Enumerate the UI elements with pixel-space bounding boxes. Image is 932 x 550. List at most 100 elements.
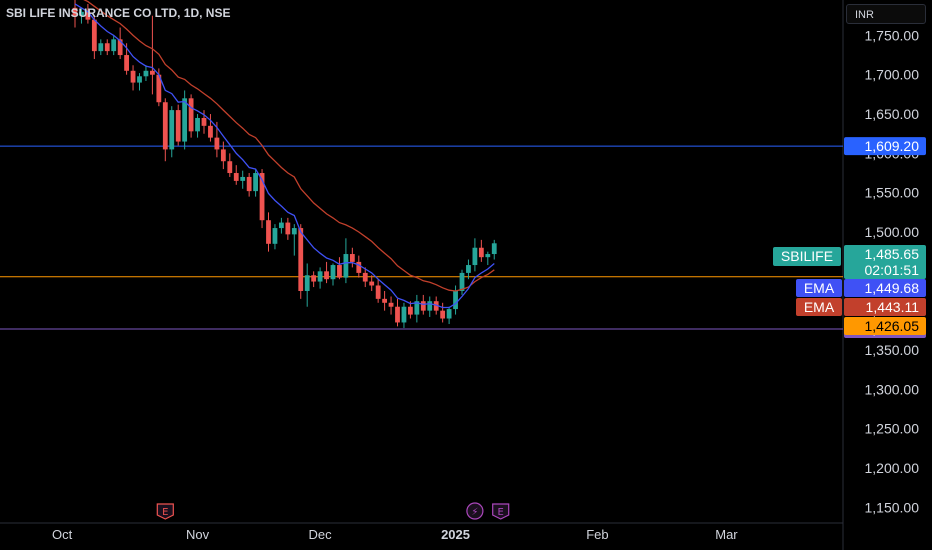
candle-body-42	[343, 254, 349, 278]
candle-body-62	[472, 247, 478, 266]
y-tick-label-2: 1,250.00	[865, 421, 920, 437]
price-tag-3	[844, 317, 926, 335]
x-tick-label-4: Feb	[586, 527, 608, 542]
candle-body-59	[453, 290, 458, 310]
candle-body-61	[466, 265, 471, 273]
candle-body-58	[446, 309, 452, 319]
candle-body-43	[349, 254, 355, 262]
price-tag-1	[844, 279, 926, 297]
candle-body-32	[279, 222, 284, 229]
dividend-event-icon	[466, 502, 484, 520]
currency-selector[interactable]: INR	[846, 4, 926, 24]
event-glyph-1: ⚡	[471, 507, 478, 518]
candle-body-18	[188, 98, 194, 132]
candle-body-14	[162, 102, 168, 150]
ema-slow-line	[83, 0, 495, 292]
candle-body-2	[85, 11, 91, 20]
candle-body-44	[356, 261, 362, 273]
candle-body-31	[272, 228, 278, 244]
candle-body-64	[485, 254, 491, 258]
candle-body-21	[208, 125, 213, 138]
candle-body-33	[285, 222, 291, 235]
candle-body-53	[414, 301, 420, 315]
candle-body-51	[401, 306, 407, 323]
x-tick-label-5: Mar	[715, 527, 738, 542]
x-tick-label-3: 2025	[441, 527, 470, 542]
y-tick-label-11: 1,700.00	[865, 67, 920, 83]
candle-body-19	[195, 117, 200, 132]
candle-body-40	[330, 265, 336, 280]
price-tag-text-3: 1,426.05	[865, 318, 920, 334]
candle-body-5	[104, 43, 110, 52]
candle-body-57	[440, 310, 446, 319]
candle-body-6	[111, 39, 117, 52]
candle-body-52	[408, 306, 413, 315]
candle-body-23	[220, 149, 226, 162]
hline-price-text-0: 1,609.20	[865, 138, 920, 154]
candle-body-48	[382, 298, 387, 303]
candle-body-55	[427, 301, 433, 311]
candle-body-50	[395, 306, 400, 323]
bar-countdown-text: 02:01:51	[865, 262, 920, 278]
candle-body-39	[324, 271, 329, 280]
candle-body-0	[72, 7, 78, 16]
ema-fast-line	[74, 3, 495, 309]
candle-body-36	[304, 275, 310, 291]
candle-body-45	[362, 272, 368, 282]
candle-body-3	[91, 19, 97, 52]
candle-body-54	[420, 301, 426, 311]
y-tick-label-0: 1,150.00	[865, 499, 920, 515]
price-tag-2	[844, 298, 926, 316]
candle-body-1	[79, 11, 84, 16]
x-tick-label-2: Dec	[309, 527, 333, 542]
earnings-event-icon-0	[156, 503, 174, 520]
candle-body-22	[214, 137, 220, 150]
ema-label-box-1	[796, 279, 842, 297]
candle-body-63	[478, 247, 484, 258]
y-tick-label-8: 1,550.00	[865, 185, 920, 201]
candle-body-11	[143, 70, 149, 77]
earnings-event-icon-2	[492, 503, 510, 520]
event-glyph-2: E	[498, 507, 504, 518]
price-tag-text-1: 1,449.68	[865, 280, 920, 296]
candle-body-37	[311, 275, 317, 282]
symbol-label-text: SBILIFE	[781, 248, 833, 264]
price-tag-text-2: 1,443.11	[866, 299, 920, 315]
candle-body-28	[253, 173, 258, 192]
last-price-tag	[844, 245, 926, 279]
candle-body-46	[369, 281, 375, 286]
candle-body-30	[266, 220, 271, 244]
x-tick-label-0: Oct	[52, 527, 73, 542]
event-glyph-0: E	[162, 507, 168, 518]
y-tick-label-12: 1,750.00	[865, 27, 920, 43]
x-tick-label-1: Nov	[186, 527, 210, 542]
ema-label-text-2: EMA	[804, 299, 835, 315]
candle-body-8	[124, 55, 129, 71]
candle-body-38	[317, 271, 323, 282]
hline-price-tag-0	[844, 137, 926, 156]
candle-body-34	[291, 228, 297, 235]
candle-body-17	[182, 98, 188, 142]
candle-body-27	[246, 176, 252, 192]
candle-body-15	[169, 110, 175, 150]
y-tick-label-3: 1,300.00	[865, 381, 920, 397]
candle-body-25	[233, 173, 239, 181]
ema-label-text-1: EMA	[804, 280, 835, 296]
y-tick-label-10: 1,650.00	[865, 106, 920, 122]
ema-label-box-2	[796, 298, 842, 316]
candle-body-12	[150, 70, 155, 75]
candle-body-24	[227, 161, 233, 174]
candle-body-56	[433, 301, 439, 311]
candle-body-29	[259, 173, 265, 221]
candle-body-4	[98, 43, 104, 52]
candle-body-20	[201, 117, 207, 126]
candle-body-47	[375, 285, 381, 299]
candle-body-65	[491, 243, 497, 255]
symbol-label-box	[773, 247, 841, 266]
candle-body-16	[175, 110, 181, 142]
candle-body-7	[117, 39, 123, 56]
candle-body-41	[337, 265, 342, 278]
y-tick-label-4: 1,350.00	[865, 342, 920, 358]
candle-body-60	[459, 272, 465, 291]
